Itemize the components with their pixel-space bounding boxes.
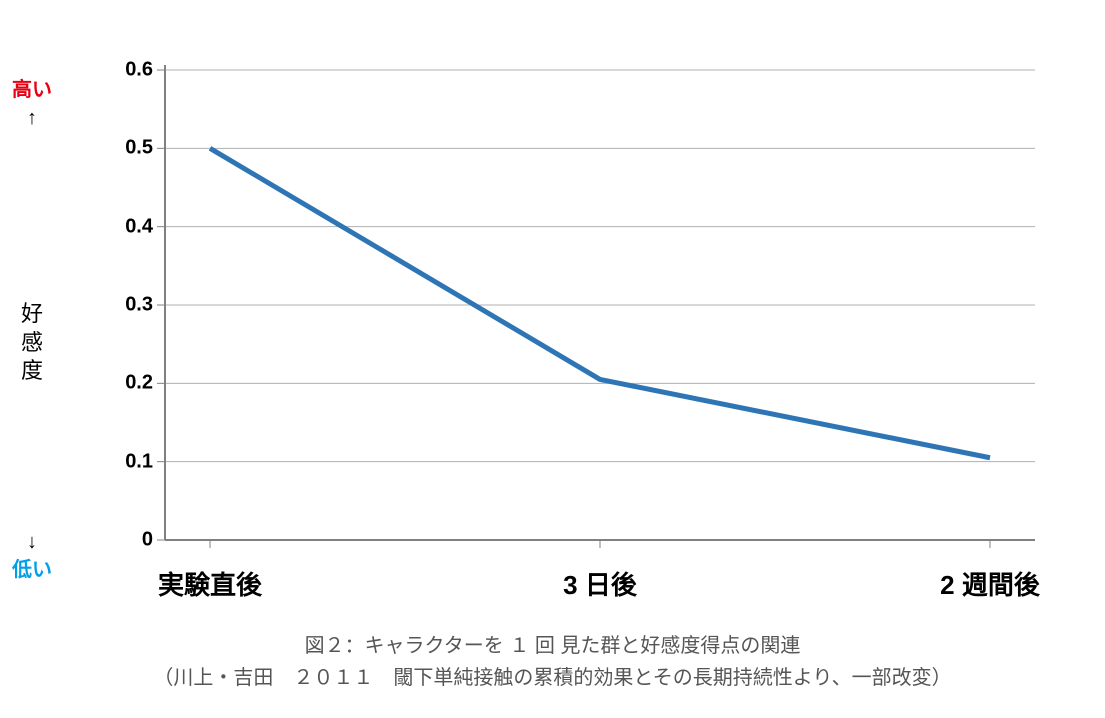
data-line — [210, 148, 990, 457]
y-axis-high-annotation: 高い ↑ — [12, 78, 52, 130]
y-tick-label: 0.5 — [93, 137, 153, 160]
caption-line-2: （川上・吉田 ２０１１ 閾下単純接触の累積的効果とその長期持続性より、一部改変） — [0, 662, 1105, 694]
x-tick-label: 2 週間後 — [940, 565, 1040, 602]
line-chart-svg — [75, 60, 1055, 620]
low-label: 低い — [12, 558, 52, 582]
y-tick-label: 0 — [93, 529, 153, 552]
y-tick-label: 0.6 — [93, 59, 153, 82]
x-tick-label: 3 日後 — [563, 565, 637, 602]
arrow-down-icon: ↓ — [12, 530, 52, 554]
y-tick-label: 0.4 — [93, 215, 153, 238]
y-tick-label: 0.2 — [93, 372, 153, 395]
y-tick-label: 0.1 — [93, 450, 153, 473]
x-tick-label: 実験直後 — [158, 565, 262, 602]
caption-line-1: 図２：キャラクターを １ 回 見た群と好感度得点の関連 — [0, 630, 1105, 662]
y-tick-label: 0.3 — [93, 294, 153, 317]
chart-area: 00.10.20.30.40.50.6 実験直後3 日後2 週間後 — [75, 60, 1055, 560]
arrow-up-icon: ↑ — [12, 106, 52, 130]
y-axis-low-annotation: ↓ 低い — [12, 530, 52, 582]
high-label: 高い — [12, 78, 52, 102]
y-axis-label: 好感度 — [12, 300, 52, 386]
